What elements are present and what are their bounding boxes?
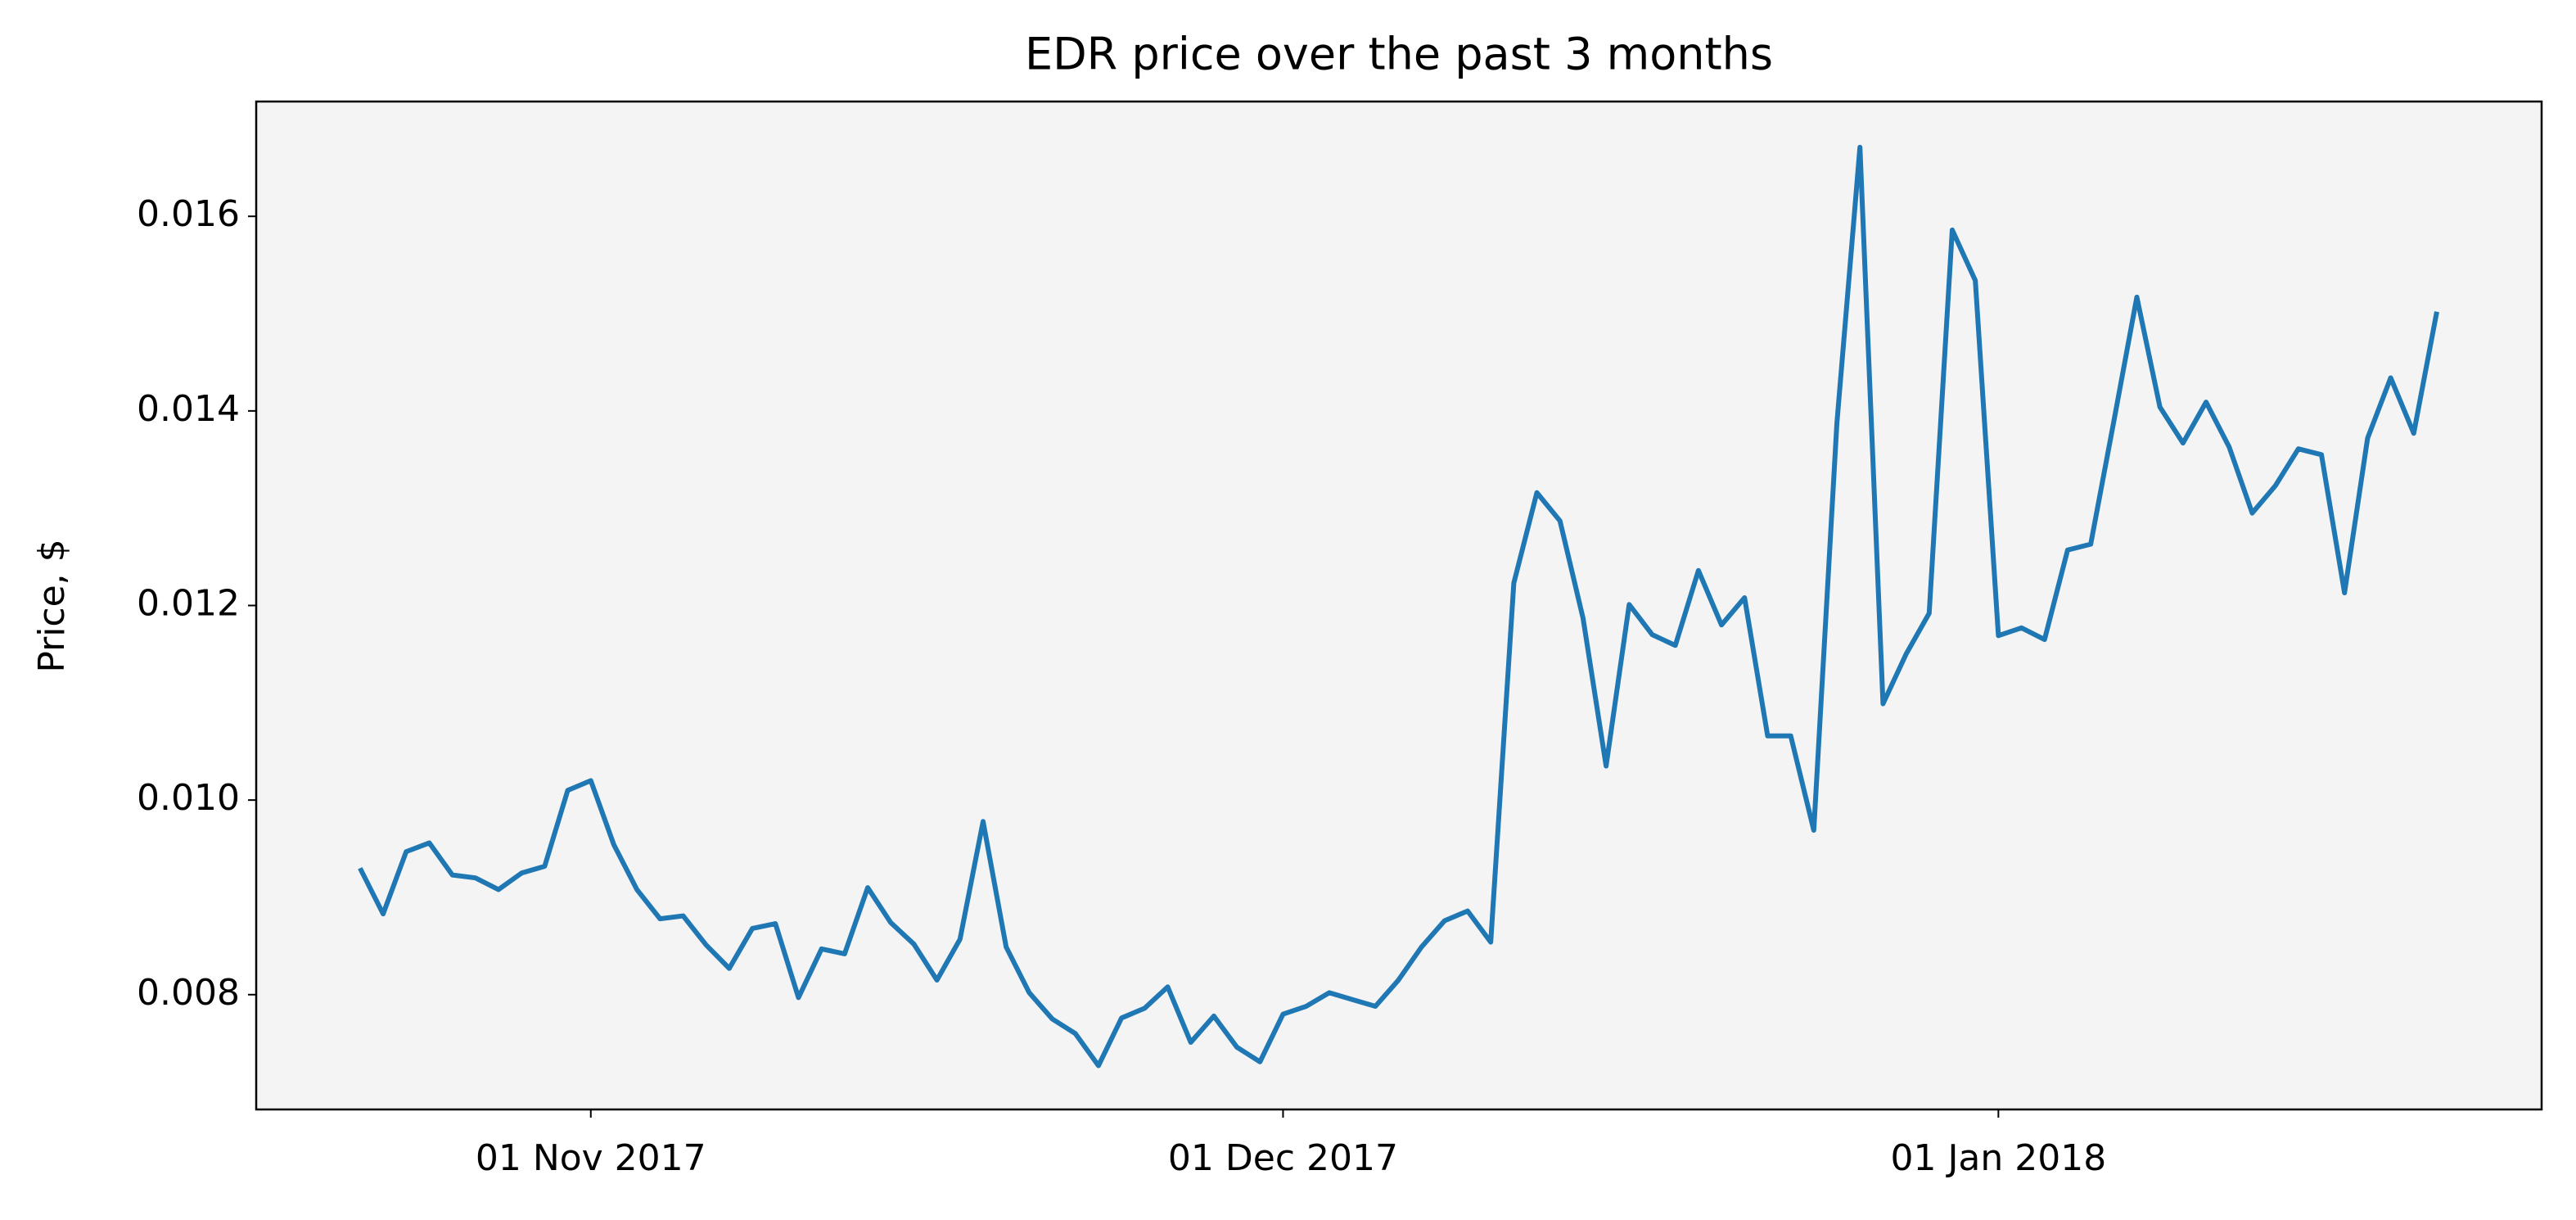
y-tick-label: 0.010 — [137, 777, 240, 819]
y-tick-label: 0.012 — [137, 583, 240, 625]
y-tick-label: 0.016 — [137, 193, 240, 235]
x-tick-label: 01 Nov 2017 — [476, 1137, 706, 1179]
x-tick-label: 01 Dec 2017 — [1168, 1137, 1398, 1179]
line-series — [358, 144, 2439, 1069]
chart-title: EDR price over the past 3 months — [1025, 29, 1773, 80]
plot-area — [256, 102, 2542, 1109]
y-tick-label: 0.014 — [137, 388, 240, 430]
plot-frame — [255, 100, 2543, 1111]
y-axis-label: Price, $ — [31, 539, 73, 672]
y-tick-label: 0.008 — [137, 972, 240, 1014]
x-tick-label: 01 Jan 2018 — [1890, 1137, 2106, 1179]
